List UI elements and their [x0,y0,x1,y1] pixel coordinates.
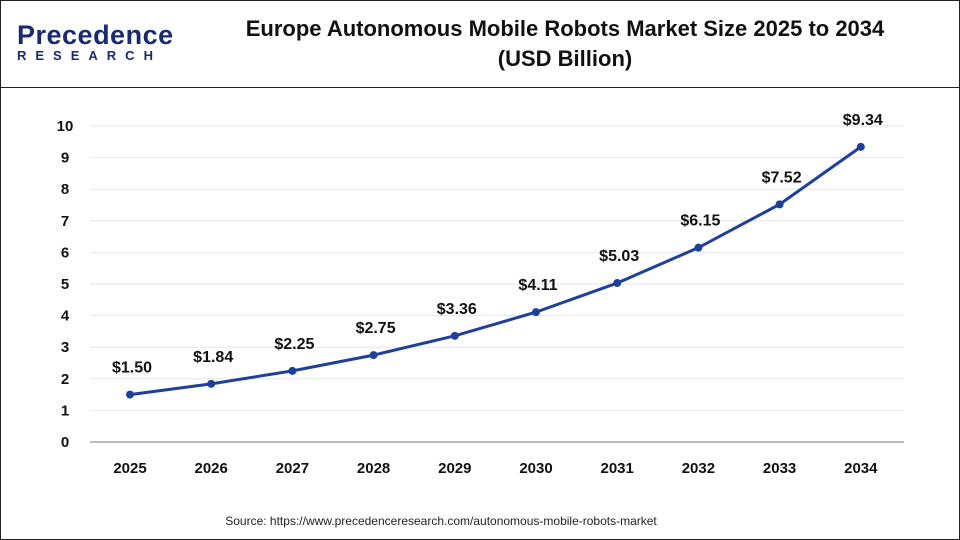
x-tick-label: 2034 [844,460,878,477]
data-label: $9.34 [843,112,883,129]
data-label: $7.52 [762,169,802,186]
data-label: $1.50 [112,360,152,377]
data-label: $1.84 [193,349,233,366]
x-tick-label: 2033 [763,460,796,477]
data-label: $6.15 [680,213,720,230]
data-point [450,331,459,340]
y-tick-label: 2 [61,371,69,388]
data-label: $2.25 [274,336,314,353]
header: Precedence RESEARCH Europe Autonomous Mo… [1,1,959,88]
y-tick-label: 10 [57,118,74,135]
y-tick-label: 8 [61,181,69,198]
x-tick-label: 2031 [601,460,634,477]
data-point [126,390,134,399]
y-tick-label: 0 [61,434,69,451]
data-point [207,379,216,388]
title-line-1: Europe Autonomous Mobile Robots Market S… [245,16,885,41]
data-point [775,200,784,209]
data-point [532,308,540,317]
logo-text: Precedence [17,20,174,50]
x-tick-label: 2032 [682,460,715,477]
data-point [288,366,297,375]
precedence-research-logo: Precedence RESEARCH [17,21,174,63]
data-label: $2.75 [356,320,396,337]
y-tick-label: 4 [61,308,70,325]
y-tick-label: 3 [61,339,69,356]
y-tick-label: 5 [61,276,69,293]
x-tick-label: 2030 [519,460,552,477]
x-tick-label: 2029 [438,460,471,477]
source-note: Source: https://www.precedenceresearch.c… [225,514,657,528]
y-tick-label: 1 [61,402,69,419]
x-tick-label: 2025 [113,460,146,477]
logo-subtext: RESEARCH [17,48,162,63]
data-label: $3.36 [437,301,477,318]
x-tick-label: 2026 [195,460,228,477]
data-point [369,351,378,360]
y-tick-label: 6 [61,244,69,261]
series-line [129,145,862,397]
data-point [613,279,622,288]
title-line-2: (USD Billion) [497,46,633,71]
data-point [856,142,865,151]
data-point [694,243,703,252]
y-tick-label: 7 [61,213,69,230]
x-tick-label: 2028 [357,460,390,477]
y-tick-label: 9 [61,150,69,167]
x-tick-label: 2027 [276,460,309,477]
data-label: $5.03 [599,248,639,265]
data-label: $4.11 [518,277,557,294]
chart-title: Europe Autonomous Mobile Robots Market S… [191,14,939,74]
